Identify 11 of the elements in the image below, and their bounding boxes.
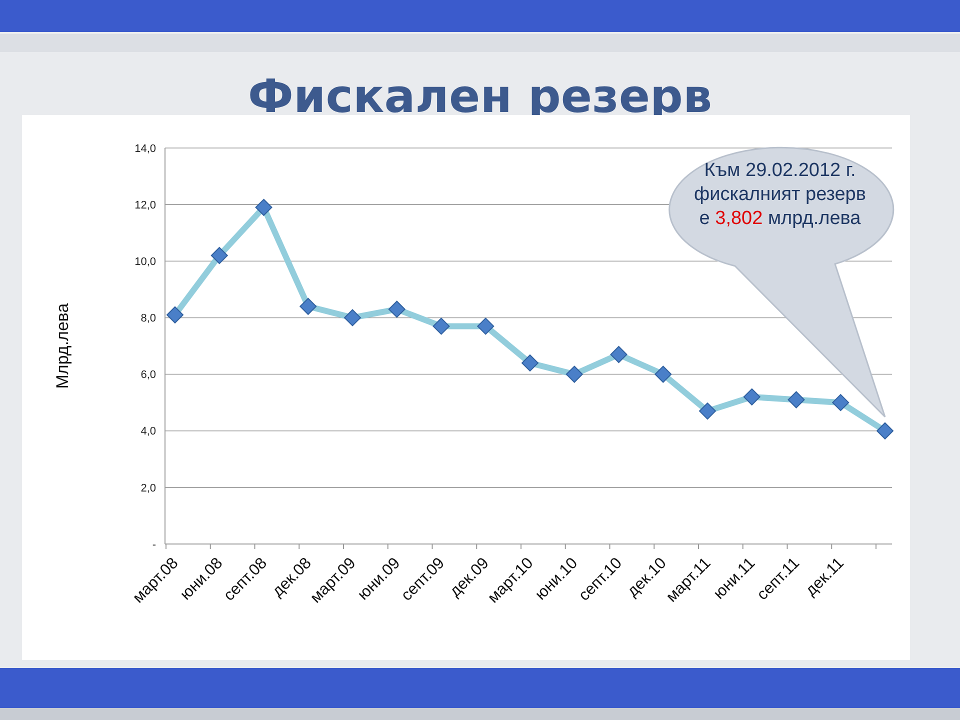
- text: Към 29.02.2012 г. фискалният резерв е 3,802 млрд.лева: [694, 160, 866, 229]
- chart-title: Фискален резерв: [248, 69, 712, 123]
- y-tick-label: -: [152, 538, 156, 551]
- y-tick-label: 2,0: [140, 482, 156, 494]
- y-tick-label: 6,0: [140, 369, 156, 382]
- y-tick-label: 8,0: [140, 312, 156, 325]
- y-tick-label: 12,0: [134, 199, 156, 212]
- y-tick-label: 4,0: [140, 426, 156, 438]
- y-axis-title: Млрд.лева: [53, 302, 72, 389]
- y-tick-label: 14,0: [134, 142, 156, 155]
- y-tick-label: 10,0: [134, 256, 156, 268]
